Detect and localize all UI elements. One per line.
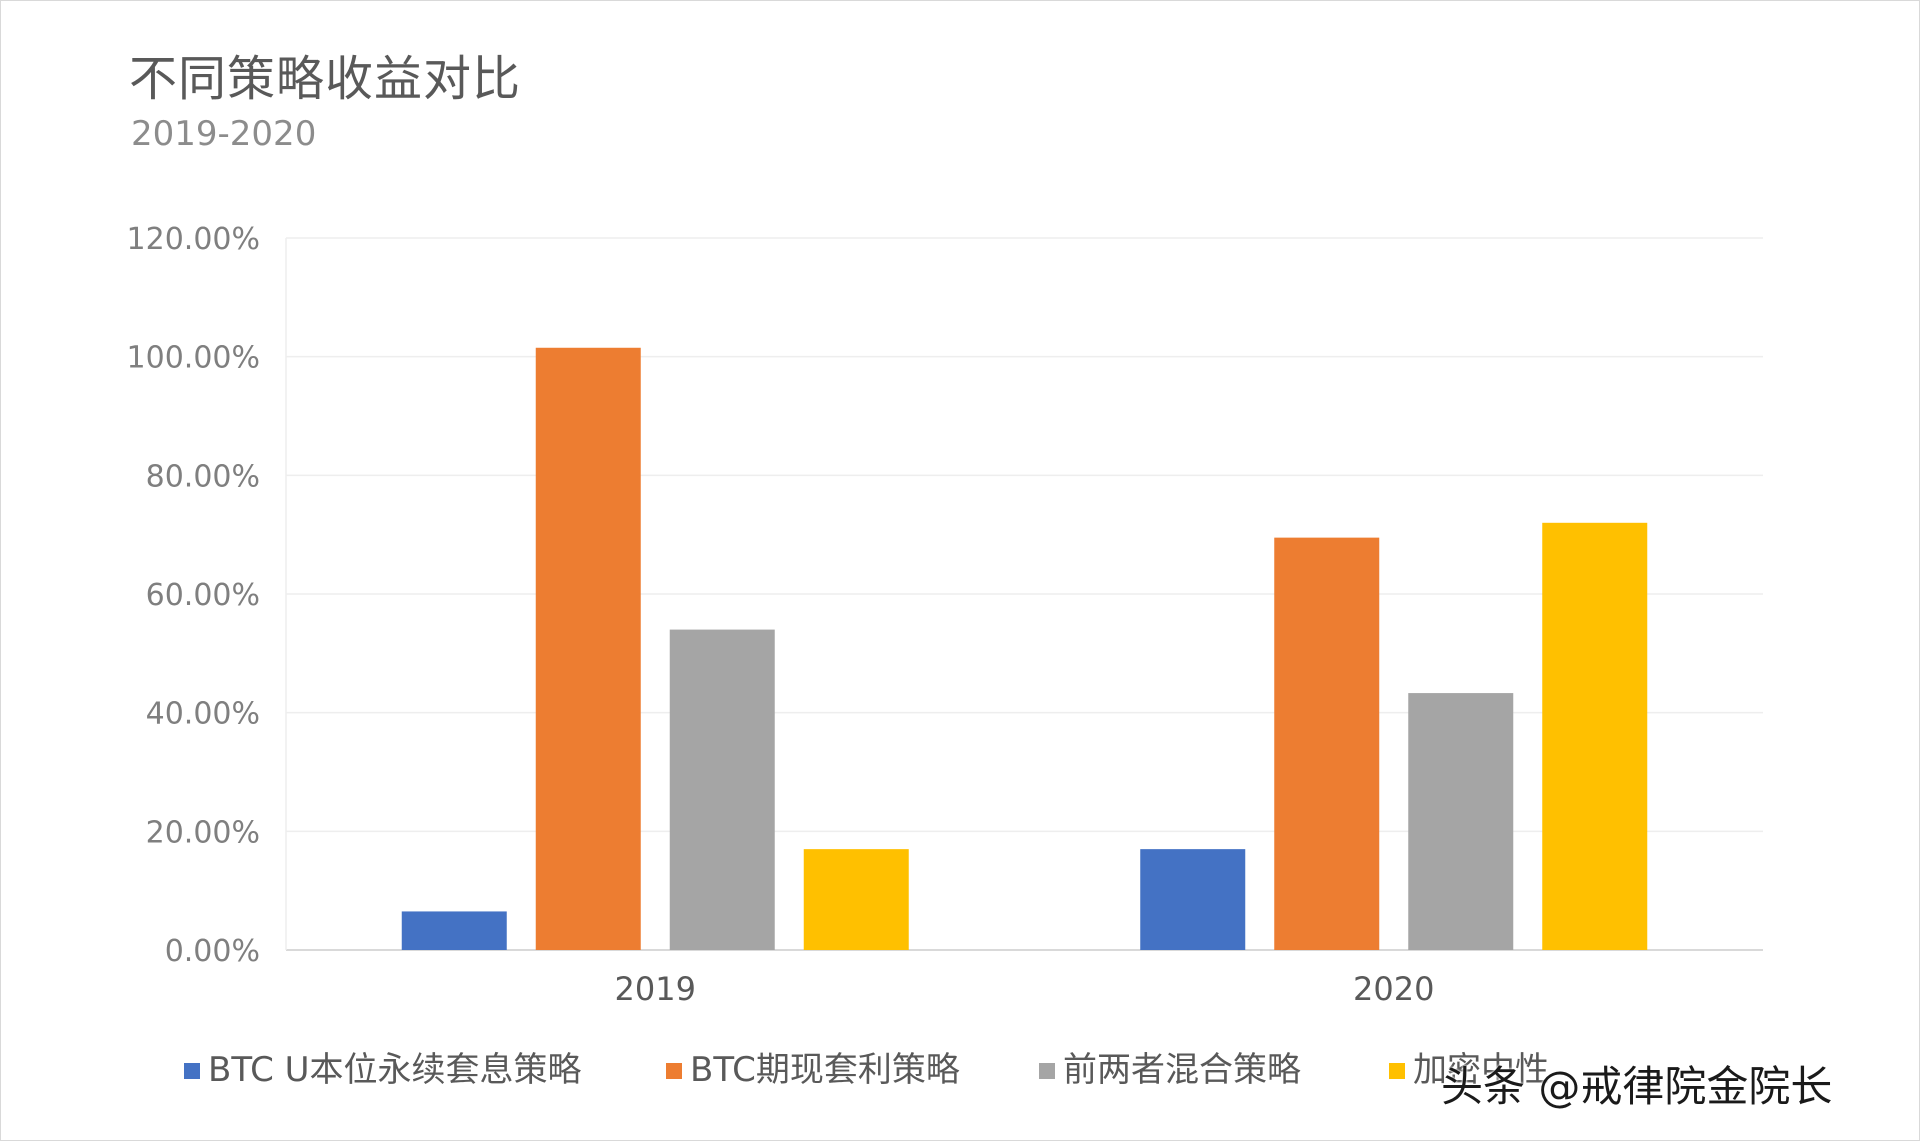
legend-swatch [1389, 1063, 1405, 1079]
bar [669, 629, 775, 950]
bar [1408, 693, 1514, 950]
legend-swatch [1039, 1063, 1055, 1079]
y-tick-label: 80.00% [146, 459, 260, 494]
chart-subtitle: 2019-2020 [131, 114, 317, 154]
legend-label: BTC U本位永续套息策略 [208, 1050, 582, 1090]
bar [401, 911, 507, 950]
chart-title: 不同策略收益对比 [129, 51, 522, 107]
y-tick-label: 60.00% [146, 578, 260, 613]
y-tick-label: 100.00% [127, 341, 260, 376]
legend-swatch [184, 1063, 200, 1079]
x-category-label: 2019 [615, 970, 696, 1008]
legend-swatch [666, 1063, 682, 1079]
legend-label: 前两者混合策略 [1063, 1050, 1301, 1090]
legend-label: BTC期现套利策略 [690, 1050, 960, 1090]
bar [535, 347, 641, 950]
bar [1542, 522, 1648, 950]
y-tick-label: 20.00% [146, 815, 260, 850]
y-tick-label: 40.00% [146, 697, 260, 732]
x-category-label: 2020 [1353, 970, 1434, 1008]
bar [1140, 849, 1246, 950]
y-tick-label: 120.00% [127, 222, 260, 257]
legend-label: 加密中性 [1413, 1050, 1549, 1090]
bar [1274, 537, 1380, 950]
y-tick-label: 0.00% [165, 934, 260, 969]
bar [803, 849, 909, 950]
watermark-text: 头条 @戒律院金院长 [1441, 1062, 1833, 1111]
